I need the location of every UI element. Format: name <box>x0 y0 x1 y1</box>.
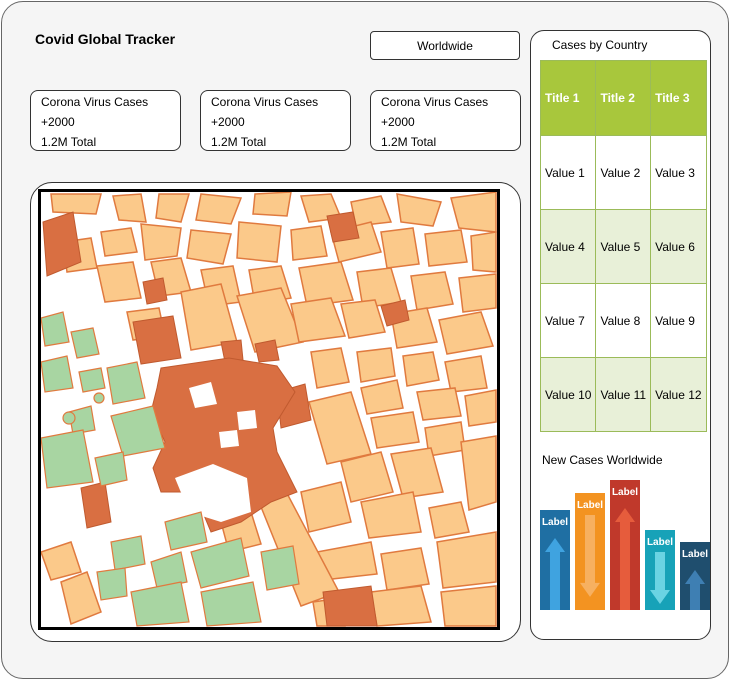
card-total: 1.2M Total <box>211 135 267 149</box>
stat-card-2: Corona Virus Cases +2000 1.2M Total <box>200 90 351 151</box>
table-cell: Value 12 <box>650 357 707 432</box>
chart-bar: Label <box>540 510 570 610</box>
table-cell: Value 2 <box>595 135 652 210</box>
bar-label: Label <box>647 537 673 548</box>
table-row: Value 10 Value 11 Value 12 <box>539 357 707 432</box>
table-header: Title 3 <box>650 60 707 136</box>
table-cell: Value 7 <box>539 283 597 358</box>
table-cell: Value 10 <box>539 357 597 432</box>
new-cases-title: New Cases Worldwide <box>542 453 663 467</box>
arrow-up-icon <box>685 570 705 610</box>
card-delta: +2000 <box>41 115 75 129</box>
stat-card-1: Corona Virus Cases +2000 1.2M Total <box>30 90 181 151</box>
table-cell: Value 9 <box>650 283 707 358</box>
stat-card-3: Corona Virus Cases +2000 1.2M Total <box>370 90 521 151</box>
chart-bar: Label <box>645 530 675 610</box>
table-header-row: Title 1 Title 2 Title 3 <box>539 60 707 136</box>
map-graphic <box>41 192 497 627</box>
table-cell: Value 11 <box>595 357 652 432</box>
new-cases-chart: Label Label Label Label Label <box>540 480 710 610</box>
card-label: Corona Virus Cases <box>211 95 319 109</box>
table-row: Value 1 Value 2 Value 3 <box>539 135 707 210</box>
card-label: Corona Virus Cases <box>41 95 149 109</box>
bar-label: Label <box>682 549 708 560</box>
table-cell: Value 6 <box>650 209 707 284</box>
cases-by-country-title: Cases by Country <box>552 38 648 52</box>
arrow-down-icon <box>650 552 670 604</box>
bar-label: Label <box>542 517 568 528</box>
card-total: 1.2M Total <box>381 135 437 149</box>
table-cell: Value 3 <box>650 135 707 210</box>
worldwide-button[interactable]: Worldwide <box>370 31 520 60</box>
card-label: Corona Virus Cases <box>381 95 489 109</box>
page-title: Covid Global Tracker <box>35 31 176 47</box>
city-map[interactable] <box>38 189 500 630</box>
arrow-up-icon <box>615 508 635 610</box>
arrow-down-icon <box>580 515 600 597</box>
bar-label: Label <box>612 487 638 498</box>
table-row: Value 7 Value 8 Value 9 <box>539 283 707 358</box>
bar-label: Label <box>577 500 603 511</box>
card-delta: +2000 <box>381 115 415 129</box>
card-total: 1.2M Total <box>41 135 97 149</box>
chart-bar: Label <box>610 480 640 610</box>
table-cell: Value 1 <box>539 135 597 210</box>
cases-by-country-table: Title 1 Title 2 Title 3 Value 1 Value 2 … <box>539 60 707 432</box>
table-row: Value 4 Value 5 Value 6 <box>539 209 707 284</box>
arrow-up-icon <box>545 538 565 610</box>
chart-bar: Label <box>575 493 605 610</box>
card-delta: +2000 <box>211 115 245 129</box>
table-cell: Value 4 <box>539 209 597 284</box>
table-cell: Value 5 <box>595 209 652 284</box>
table-header: Title 1 <box>539 60 597 136</box>
table-cell: Value 8 <box>595 283 652 358</box>
chart-bar: Label <box>680 542 710 610</box>
table-header: Title 2 <box>595 60 652 136</box>
